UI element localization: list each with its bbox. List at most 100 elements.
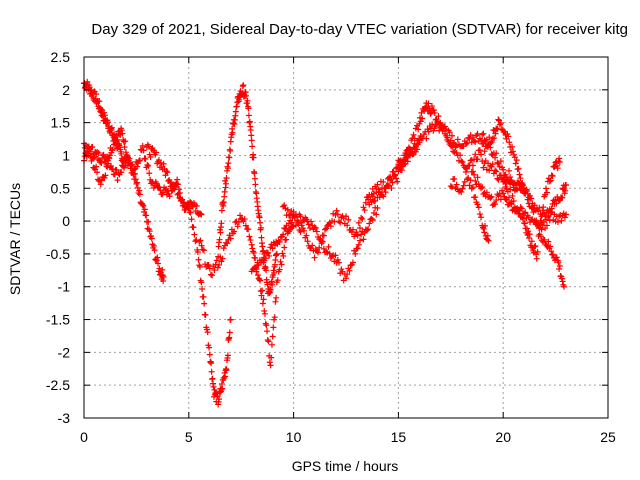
data-point	[135, 157, 142, 164]
data-point	[343, 275, 349, 282]
data-point	[269, 333, 276, 340]
data-point	[197, 237, 204, 244]
data-point	[509, 143, 516, 150]
data-point	[268, 354, 275, 361]
y-tick-label: -2	[58, 344, 71, 360]
data-point	[509, 192, 516, 199]
data-point	[543, 185, 550, 192]
data-point	[329, 253, 336, 260]
data-point	[468, 185, 475, 192]
data-point	[185, 205, 192, 212]
data-point	[425, 128, 432, 135]
data-point	[358, 231, 365, 238]
data-point	[248, 132, 255, 139]
data-point	[276, 266, 283, 273]
data-point	[563, 211, 570, 218]
data-point	[137, 146, 144, 153]
data-point	[322, 226, 329, 233]
data-point	[227, 147, 234, 154]
data-point	[172, 184, 179, 191]
data-point	[499, 187, 506, 194]
data-point	[260, 296, 267, 303]
data-point	[544, 207, 551, 214]
data-point	[492, 167, 499, 174]
y-tick-label: 0.5	[51, 180, 71, 196]
data-point	[197, 210, 204, 217]
x-tick-label: 25	[600, 429, 616, 445]
data-point	[349, 226, 356, 233]
data-point	[562, 187, 569, 194]
data-point	[547, 243, 554, 250]
data-point	[245, 105, 252, 112]
data-point	[316, 244, 323, 251]
data-point	[516, 185, 523, 192]
data-point	[101, 112, 108, 119]
data-point	[244, 97, 251, 104]
data-point	[538, 219, 545, 226]
data-point	[173, 181, 180, 188]
data-point	[254, 272, 261, 279]
data-point	[523, 186, 530, 193]
data-point	[196, 238, 203, 245]
data-point	[488, 139, 495, 146]
data-point	[558, 275, 565, 282]
data-point	[96, 98, 103, 105]
data-point	[304, 238, 311, 245]
data-point	[493, 150, 500, 157]
data-point	[500, 166, 507, 173]
data-point	[268, 341, 275, 348]
data-point	[474, 174, 481, 181]
data-point	[218, 220, 225, 227]
data-point	[521, 220, 528, 227]
data-point	[388, 185, 395, 192]
data-point	[360, 236, 367, 243]
data-point	[209, 272, 216, 279]
data-point	[122, 138, 129, 145]
data-point	[467, 177, 474, 184]
data-point	[226, 329, 233, 336]
data-point	[130, 171, 137, 178]
data-point	[160, 160, 167, 167]
data-point	[118, 150, 125, 157]
data-point	[559, 278, 566, 285]
data-point	[472, 151, 479, 158]
data-point	[126, 160, 133, 167]
data-point	[345, 216, 352, 223]
data-point	[198, 242, 205, 249]
data-point	[359, 216, 366, 223]
data-point	[486, 134, 493, 141]
data-point	[147, 154, 154, 161]
data-point	[479, 131, 486, 138]
data-point	[217, 229, 224, 236]
data-point	[227, 316, 234, 323]
data-point	[145, 218, 152, 225]
data-point	[543, 189, 550, 196]
data-point	[95, 150, 102, 157]
data-points	[81, 78, 570, 408]
data-point	[528, 238, 535, 245]
data-point	[98, 160, 105, 167]
y-tick-label: 2	[62, 82, 70, 98]
data-point	[251, 265, 258, 272]
data-point	[295, 221, 302, 228]
data-point	[354, 232, 361, 239]
data-point	[380, 193, 387, 200]
data-point	[333, 207, 340, 214]
data-point	[218, 258, 225, 265]
data-point	[153, 149, 160, 156]
data-point	[198, 279, 205, 286]
data-point	[500, 190, 507, 197]
data-point	[111, 141, 118, 148]
series-satellite-arc-4	[143, 141, 234, 408]
data-point	[404, 158, 411, 165]
data-point	[106, 154, 113, 161]
data-point	[114, 177, 121, 184]
data-point	[136, 157, 143, 164]
data-point	[118, 127, 125, 134]
data-point	[223, 175, 230, 182]
data-point	[214, 392, 221, 399]
x-tick-label: 10	[286, 429, 302, 445]
data-point	[121, 164, 128, 171]
data-point	[384, 182, 391, 189]
data-point	[478, 185, 485, 192]
